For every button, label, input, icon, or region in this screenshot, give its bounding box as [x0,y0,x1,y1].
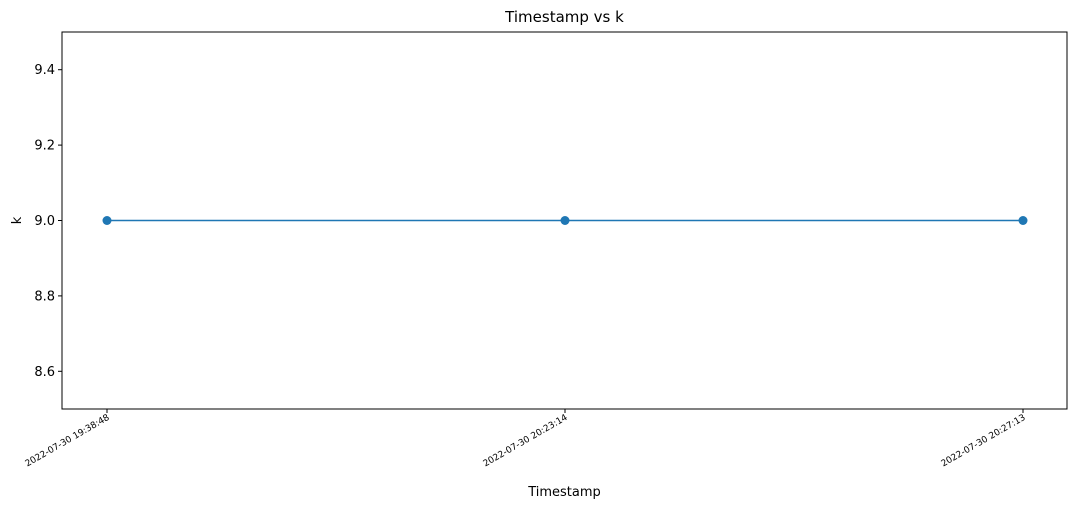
data-point [102,216,112,225]
y-tick-label: 9.2 [34,139,55,154]
y-tick-label: 9.0 [34,214,55,229]
data-point [1018,216,1028,225]
y-axis-label: k [10,216,25,224]
y-tick-label: 8.8 [34,289,55,304]
y-axis-ticks: 8.6 8.8 9.0 9.2 9.4 [34,63,62,380]
x-axis-label: Timestamp [527,485,601,500]
y-tick-label: 9.4 [34,63,55,78]
data-point [560,216,570,225]
chart-title: Timestamp vs k [504,8,624,26]
series-layer [102,216,1028,225]
y-tick-label: 8.6 [34,365,55,380]
plot-frame [61,31,1068,410]
